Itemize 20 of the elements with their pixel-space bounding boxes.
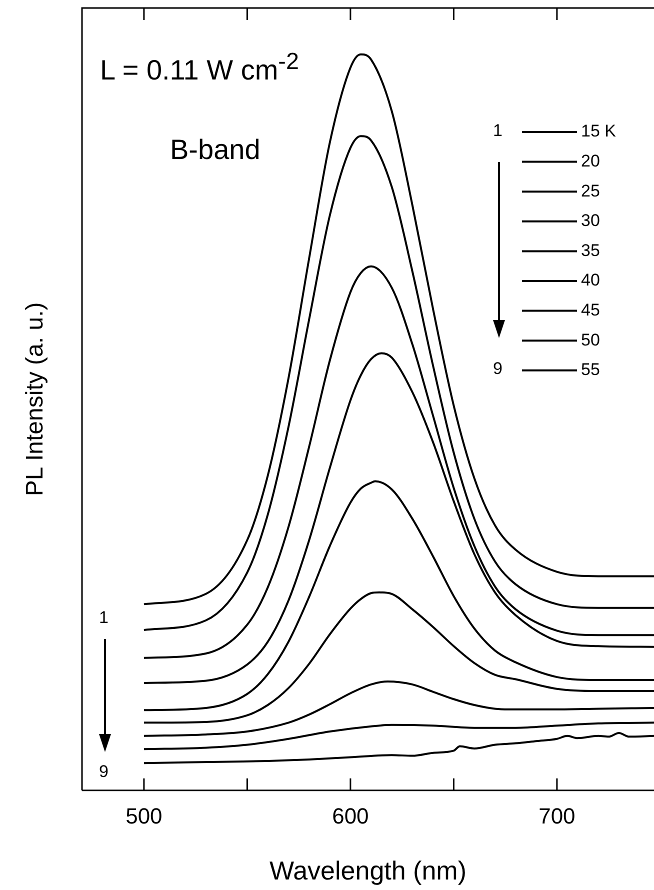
legend-label: 30	[581, 211, 600, 230]
x-axis-title: Wavelength (nm)	[270, 856, 466, 886]
y-axis-title: PL Intensity (a. u.)	[22, 302, 49, 496]
x-tick-label: 700	[538, 804, 576, 829]
legend-label: 50	[581, 330, 600, 350]
annotation: B-band	[170, 133, 260, 167]
x-tick-label: 500	[126, 804, 162, 829]
annotation: 9	[99, 762, 108, 782]
legend-label: 15 K	[581, 122, 617, 141]
annotation: 1	[99, 608, 108, 628]
legend-label: 20	[581, 151, 600, 170]
annotation: L = 0.11 W cm$^{-2}$	[100, 48, 299, 87]
x-tick-label: 600	[332, 804, 369, 829]
legend-label: 55	[581, 360, 600, 380]
legend-label: 25	[581, 181, 600, 200]
legend-label: 40	[581, 270, 600, 290]
annotation: 9	[493, 359, 502, 380]
annotation: 1	[493, 121, 502, 142]
legend-label: 45	[581, 300, 600, 320]
legend-label: 35	[581, 240, 600, 260]
